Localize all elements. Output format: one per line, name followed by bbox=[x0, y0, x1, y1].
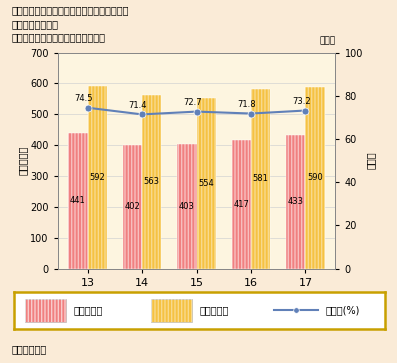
Text: 403: 403 bbox=[179, 202, 195, 211]
Bar bbox=[177, 144, 197, 269]
Text: 図２－１－１６　航空機騒音に係る環境基準: 図２－１－１６ 航空機騒音に係る環境基準 bbox=[12, 5, 129, 16]
Bar bbox=[87, 86, 107, 269]
Bar bbox=[142, 95, 161, 269]
Bar bbox=[87, 86, 107, 269]
Text: 71.8: 71.8 bbox=[237, 100, 256, 109]
Text: 417: 417 bbox=[233, 200, 249, 209]
Text: 402: 402 bbox=[125, 202, 141, 211]
Bar bbox=[177, 144, 197, 269]
Text: 433: 433 bbox=[288, 197, 304, 206]
Bar bbox=[197, 98, 216, 269]
Text: 592: 592 bbox=[89, 173, 105, 182]
Text: 74.5: 74.5 bbox=[74, 94, 93, 103]
Text: 554: 554 bbox=[198, 179, 214, 188]
Text: 590: 590 bbox=[307, 173, 323, 182]
Y-axis label: 測定地点数: 測定地点数 bbox=[17, 146, 27, 175]
Bar bbox=[306, 86, 325, 269]
Bar bbox=[251, 89, 270, 269]
Bar bbox=[286, 135, 306, 269]
Bar bbox=[142, 95, 161, 269]
Text: 72.7: 72.7 bbox=[183, 98, 201, 107]
Text: 達成地点数: 達成地点数 bbox=[73, 305, 103, 315]
Bar bbox=[286, 135, 306, 269]
Bar bbox=[123, 144, 142, 269]
Bar bbox=[251, 89, 270, 269]
Bar bbox=[68, 132, 87, 269]
Bar bbox=[306, 86, 325, 269]
Text: 73.2: 73.2 bbox=[292, 97, 310, 106]
Bar bbox=[123, 144, 142, 269]
Text: （％）: （％） bbox=[319, 36, 335, 45]
Text: 71.4: 71.4 bbox=[128, 101, 147, 110]
Text: の達成状況: の達成状況 bbox=[12, 19, 59, 29]
Bar bbox=[232, 140, 251, 269]
Text: 達成率(%): 達成率(%) bbox=[326, 305, 360, 315]
Y-axis label: 達成率: 達成率 bbox=[366, 152, 376, 170]
Bar bbox=[197, 98, 216, 269]
Text: 資料：環境省: 資料：環境省 bbox=[12, 344, 47, 354]
Text: 581: 581 bbox=[252, 175, 268, 183]
Text: 563: 563 bbox=[144, 177, 160, 186]
Bar bbox=[68, 132, 87, 269]
Text: 測定地点数: 測定地点数 bbox=[200, 305, 229, 315]
Text: （平成１３年度～１７年度）: （平成１３年度～１７年度） bbox=[12, 32, 106, 42]
Text: 441: 441 bbox=[70, 196, 86, 205]
X-axis label: （年度）: （年度） bbox=[184, 293, 209, 303]
Bar bbox=[232, 140, 251, 269]
